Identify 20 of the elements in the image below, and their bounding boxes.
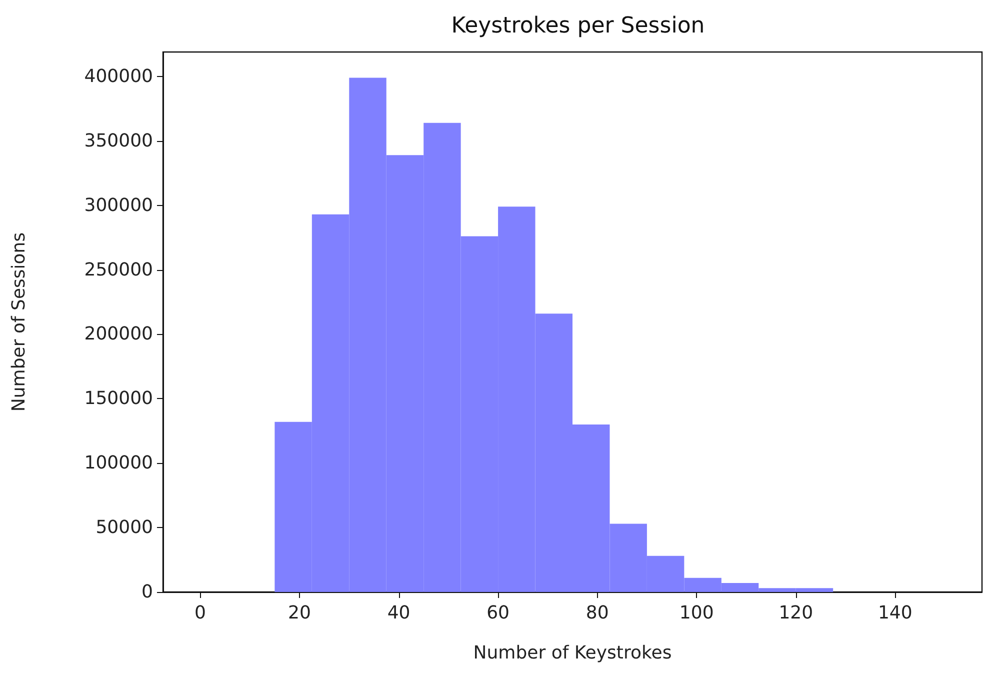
x-tick-label: 140 xyxy=(878,602,912,624)
x-tick-label: 0 xyxy=(194,602,206,624)
y-tick-label: 300000 xyxy=(84,194,153,216)
y-tick-label: 200000 xyxy=(84,324,153,345)
y-axis-title: Number of Sessions xyxy=(8,232,30,412)
x-tick-label: 60 xyxy=(486,602,510,624)
x-tick-label: 100 xyxy=(679,602,714,624)
y-tick-label: 50000 xyxy=(96,517,153,538)
y-tick-label: 0 xyxy=(142,582,153,602)
y-tick-label: 250000 xyxy=(84,259,153,280)
x-tick-label: 20 xyxy=(288,602,311,624)
y-tick-label: 150000 xyxy=(84,388,153,410)
chart-title: Keystrokes per Session xyxy=(451,14,705,38)
x-tick-label: 40 xyxy=(387,602,410,624)
y-tick-label: 100000 xyxy=(84,452,153,474)
y-tick-label: 350000 xyxy=(84,130,153,152)
x-tick-label: 80 xyxy=(586,602,609,624)
y-tick-label: 400000 xyxy=(84,66,153,87)
x-tick-label: 120 xyxy=(778,602,814,624)
x-axis-title: Number of Keystrokes xyxy=(473,642,672,664)
